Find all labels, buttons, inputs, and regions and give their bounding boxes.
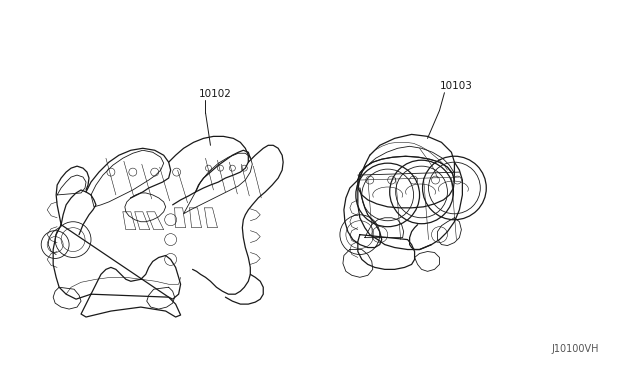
Text: 10103: 10103	[440, 81, 472, 91]
Text: 10102: 10102	[198, 89, 232, 99]
Text: J10100VH: J10100VH	[551, 344, 599, 354]
